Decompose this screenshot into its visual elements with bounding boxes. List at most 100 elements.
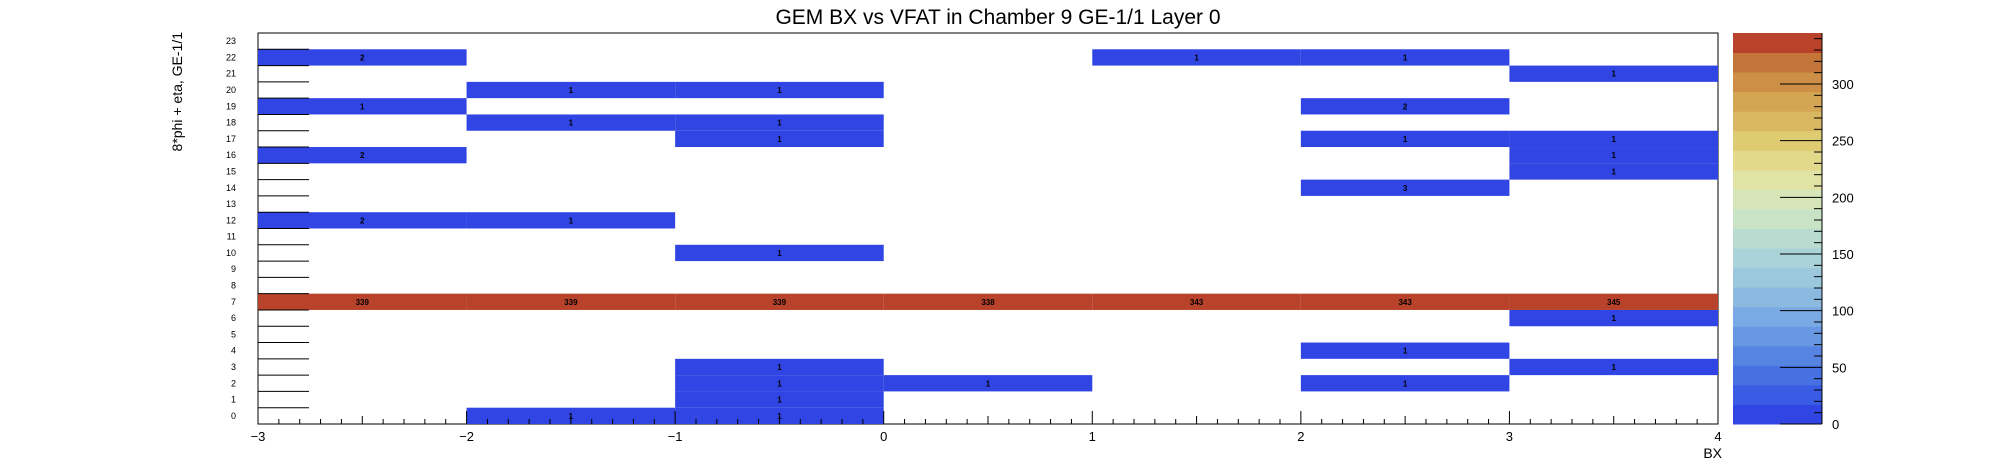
y-tick-label: 5	[231, 329, 236, 339]
y-tick-label: 8	[231, 281, 236, 291]
color-scale-label: 0	[1832, 417, 1839, 432]
heatmap-cell	[1300, 49, 1510, 66]
heatmap-cell	[883, 375, 1093, 392]
y-tick-label: 12	[226, 215, 236, 225]
y-tick-label: 16	[226, 150, 236, 160]
x-tick-label: 3	[1506, 429, 1513, 444]
cell-value-label: 1	[1611, 167, 1616, 176]
cell-value-label: 1	[1403, 135, 1408, 144]
cell-value-label: 1	[777, 379, 782, 388]
color-scale-step	[1733, 306, 1822, 327]
color-scale-label: 250	[1832, 134, 1854, 149]
cell-value-label: 1	[777, 119, 782, 128]
y-tick-label: 20	[226, 85, 236, 95]
y-tick-label: 0	[231, 411, 236, 421]
heatmap-cell	[675, 81, 884, 99]
x-tick-label: 2	[1297, 429, 1304, 444]
heatmap-cell	[1092, 49, 1301, 66]
heatmap-cell	[675, 375, 884, 392]
x-tick-label: −2	[459, 429, 474, 444]
y-tick-label: 22	[226, 52, 236, 62]
y-tick-label: 11	[227, 232, 236, 242]
cell-value-label: 343	[1190, 298, 1204, 307]
heatmap-cell	[1092, 293, 1301, 310]
color-scale-step	[1733, 130, 1822, 151]
color-scale-step	[1733, 189, 1822, 210]
color-scale-step	[1733, 287, 1822, 308]
y-tick-label: 14	[226, 183, 236, 193]
y-tick-label: 2	[231, 378, 236, 388]
cell-value-label: 1	[569, 86, 574, 95]
x-tick-label: 0	[880, 429, 887, 444]
color-scale-step	[1733, 365, 1822, 386]
color-scale-step	[1733, 91, 1822, 112]
color-scale-step	[1733, 150, 1822, 171]
color-scale-step	[1733, 72, 1822, 93]
color-scale-step	[1733, 228, 1822, 249]
heatmap-cell	[258, 147, 467, 164]
color-scale-label: 200	[1832, 190, 1854, 205]
heatmap-cell	[675, 293, 884, 310]
heatmap-cell	[466, 81, 676, 99]
y-tick-label: 4	[231, 346, 236, 356]
heatmap-cell	[1300, 293, 1510, 310]
cell-value-label: 345	[1607, 298, 1621, 307]
color-scale-step	[1733, 267, 1822, 288]
heatmap-cell	[1509, 358, 1718, 376]
color-scale: 0 50 100 150 200 250 300	[1733, 33, 1854, 432]
cell-value-label: 1	[777, 86, 782, 95]
y-tick-label: 10	[226, 248, 236, 258]
cell-value-label: 343	[1398, 298, 1412, 307]
cell-value-label: 1	[569, 119, 574, 128]
y-tick-label: 9	[231, 264, 236, 274]
heatmap-cells	[258, 49, 1718, 424]
color-scale-label: 300	[1832, 77, 1854, 92]
color-scale-step	[1733, 52, 1822, 73]
y-tick-label: 18	[226, 118, 236, 128]
heatmap-cell	[883, 293, 1093, 310]
heatmap-cell	[1509, 147, 1718, 164]
cell-value-label: 1	[777, 249, 782, 258]
cell-value-label: 1	[777, 396, 782, 405]
cell-value-label: 2	[360, 151, 365, 160]
heatmap-cell	[675, 114, 884, 131]
cell-value-label: 1	[777, 363, 782, 372]
cell-value-label: 338	[981, 298, 995, 307]
color-scale-step	[1733, 248, 1822, 269]
heatmap-cell	[1509, 309, 1718, 327]
cell-value-label: 1	[1611, 151, 1616, 160]
x-axis: −3 −2 −1 0 1 2 3 4	[251, 411, 1722, 444]
heatmap-cell	[1509, 65, 1718, 82]
y-tick-label: 21	[226, 69, 236, 79]
heatmap-cell	[1509, 293, 1718, 310]
color-scale-label: 50	[1832, 360, 1846, 375]
heatmap-cell	[1300, 375, 1510, 392]
cell-value-label: 1	[1611, 135, 1616, 144]
cell-value-label: 2	[1403, 102, 1408, 111]
heatmap-cell	[258, 212, 467, 229]
heatmap-cell	[675, 130, 884, 148]
y-tick-label: 15	[226, 166, 236, 176]
y-tick-label: 1	[231, 395, 236, 405]
cell-value-label: 1	[569, 216, 574, 225]
cell-value-label: 1	[1611, 314, 1616, 323]
heatmap-cell	[1300, 98, 1510, 115]
heatmap-cell	[1300, 179, 1510, 196]
cell-value-labels: 2 1 1 1 1 1 1 2 1 1 1 1 1 2 1 1 3 2 1 1 339 339 339 338 343 343 34…	[356, 53, 1621, 420]
y-tick-label: 7	[231, 297, 236, 307]
y-tick-label: 13	[226, 199, 236, 209]
heatmap-cell	[258, 49, 467, 66]
color-scale-step	[1733, 345, 1822, 366]
color-scale-step	[1733, 111, 1822, 132]
cell-value-label: 1	[360, 102, 365, 111]
x-tick-label: 1	[1089, 429, 1096, 444]
cell-value-label: 1	[777, 135, 782, 144]
heatmap-cell	[466, 407, 676, 424]
heatmap-cell	[675, 391, 884, 408]
x-tick-label: −3	[251, 429, 266, 444]
color-scale-step	[1733, 208, 1822, 229]
cell-value-label: 339	[773, 298, 787, 307]
cell-value-label: 339	[564, 298, 578, 307]
